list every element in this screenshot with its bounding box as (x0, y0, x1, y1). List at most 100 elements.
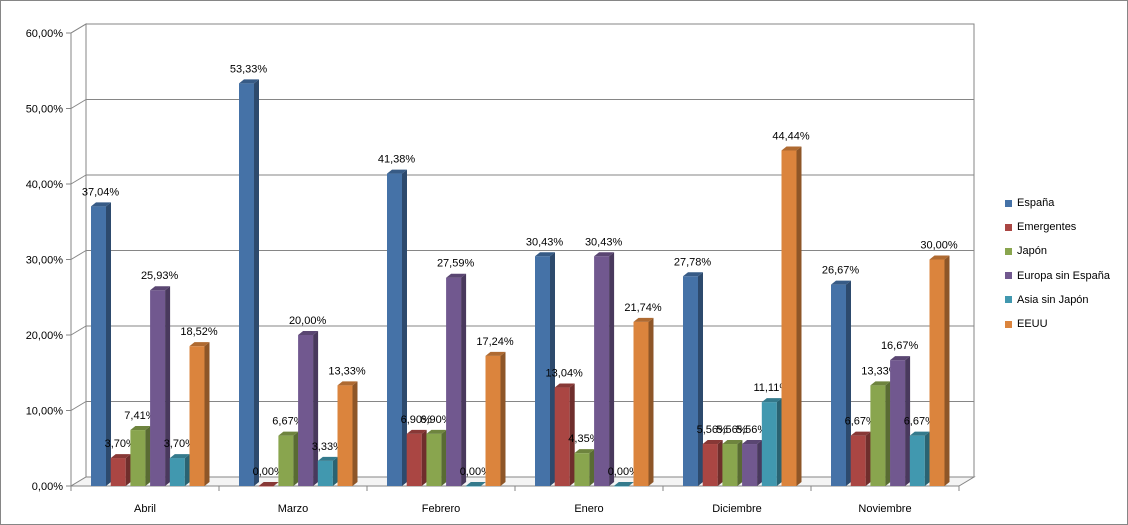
bar (258, 486, 274, 487)
bar-side (905, 356, 911, 486)
bar-side (885, 381, 891, 486)
bar (554, 387, 570, 486)
legend-swatch (1005, 272, 1012, 280)
legend-swatch (1005, 223, 1012, 231)
data-label: 21,74% (624, 302, 662, 314)
bar-side (698, 272, 703, 486)
bar-top (929, 255, 950, 260)
data-label: 26,67% (822, 265, 860, 277)
data-label: 6,67% (904, 416, 935, 428)
bar (317, 460, 333, 486)
legend-label: Europa sin España (1017, 269, 1110, 282)
bar (683, 276, 698, 486)
y-tick-label: 0,00% (32, 481, 63, 493)
x-tick-label: Abril (134, 503, 156, 515)
data-label: 17,24% (476, 336, 514, 348)
data-label: 30,00% (920, 240, 958, 252)
bar (406, 433, 422, 486)
bar-top (781, 146, 802, 151)
data-label: 6,67% (845, 416, 876, 428)
legend-label: Japón (1017, 245, 1047, 258)
bar-side (944, 255, 950, 486)
bar-side (648, 317, 654, 486)
bar (909, 435, 925, 486)
bar-top (465, 482, 486, 486)
legend-label: España (1017, 197, 1055, 210)
data-label: 6,90% (420, 414, 451, 426)
bar (189, 346, 205, 486)
bar-top (850, 431, 871, 436)
bar (239, 83, 254, 487)
bar (594, 256, 610, 486)
bar-side (757, 440, 763, 486)
data-label: 41,38% (378, 154, 416, 166)
bar-top (91, 202, 111, 207)
data-label: 27,78% (674, 256, 712, 268)
data-label: 5,56% (697, 424, 728, 436)
y-tick-label: 30,00% (26, 255, 64, 267)
data-label: 7,41% (124, 410, 155, 422)
bar (831, 284, 846, 486)
bar-top (574, 449, 595, 454)
bar-top (446, 273, 467, 278)
bar-top (870, 381, 891, 386)
bar-side (313, 331, 319, 486)
bar (722, 444, 738, 486)
data-label: 20,00% (289, 315, 327, 327)
bar-side (254, 79, 259, 487)
bar (850, 435, 866, 486)
bar-top (742, 440, 763, 445)
bar (613, 486, 629, 487)
legend-swatch (1005, 296, 1012, 304)
data-label: 11,11% (753, 382, 789, 394)
data-label: 37,04% (82, 186, 120, 198)
legend-label: EEUU (1017, 318, 1048, 331)
data-label: 3,33% (312, 441, 343, 453)
bar (446, 277, 462, 486)
bar-side (796, 146, 802, 486)
bar-side (125, 454, 131, 486)
bar-top (337, 381, 358, 386)
bar-side (550, 252, 555, 486)
data-label: 30,43% (526, 236, 564, 248)
bar (535, 256, 550, 486)
data-label: 5,56% (716, 424, 747, 436)
bar-side (184, 454, 190, 486)
data-label: 3,70% (164, 438, 195, 450)
bar-top (594, 252, 615, 257)
bar-top (909, 431, 930, 436)
bar-top (406, 429, 427, 434)
bar-top (722, 440, 743, 445)
bar-top (387, 169, 407, 174)
bar (337, 385, 353, 486)
data-label: 0,00% (608, 466, 639, 478)
bar (298, 335, 314, 486)
bar-side (106, 202, 111, 486)
legend-swatch (1005, 320, 1012, 328)
bar-top (702, 440, 723, 445)
legend-item: EEUU (1005, 312, 1125, 336)
gridline-side (70, 250, 87, 260)
bar-top (317, 456, 338, 461)
bar-top (110, 454, 131, 459)
x-tick-label: Enero (574, 503, 603, 515)
legend-item: Asia sin Japón (1005, 288, 1125, 312)
bar-side (421, 429, 427, 486)
data-label: 44,44% (772, 130, 810, 142)
bar-side (609, 252, 615, 486)
data-label: 13,04% (546, 368, 584, 380)
bar-side (500, 351, 506, 486)
bar-top (298, 331, 319, 335)
bar-side (461, 273, 467, 486)
data-label: 3,70% (105, 438, 136, 450)
legend-label: Emergentes (1017, 221, 1077, 234)
bar-side (332, 456, 338, 486)
bar-side (737, 440, 743, 486)
legend-swatch (1005, 199, 1012, 207)
bar-side (441, 429, 447, 486)
data-label: 53,33% (230, 63, 268, 75)
bar-top (890, 356, 911, 361)
data-label: 16,67% (881, 340, 919, 352)
bar-top (150, 286, 171, 291)
